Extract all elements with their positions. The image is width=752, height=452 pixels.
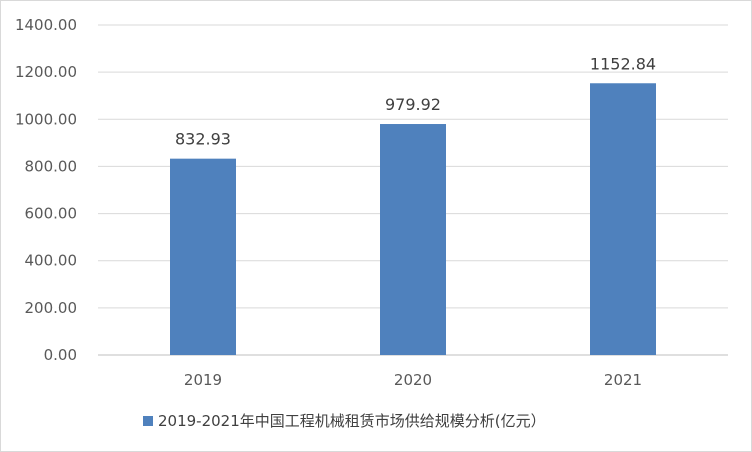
data-label: 979.92 <box>385 95 441 114</box>
legend-swatch <box>143 416 153 426</box>
bar-2019 <box>170 158 236 355</box>
y-tick-label: 200.00 <box>25 299 78 317</box>
x-tick-label: 2019 <box>184 371 222 389</box>
bar-2020 <box>380 124 446 355</box>
y-tick-label: 1400.00 <box>15 16 77 34</box>
y-tick-label: 600.00 <box>25 205 78 223</box>
bar-2021 <box>590 83 656 355</box>
x-tick-label: 2021 <box>604 371 642 389</box>
y-tick-label: 1200.00 <box>15 63 77 81</box>
y-tick-label: 0.00 <box>44 346 77 364</box>
y-tick-label: 400.00 <box>25 252 78 270</box>
legend-label: 2019-2021年中国工程机械租赁市场供给规模分析(亿元） <box>158 412 546 430</box>
data-label: 832.93 <box>175 130 231 149</box>
x-tick-label: 2020 <box>394 371 432 389</box>
data-label: 1152.84 <box>590 54 656 73</box>
y-tick-label: 1000.00 <box>15 110 77 128</box>
y-tick-label: 800.00 <box>25 157 78 175</box>
